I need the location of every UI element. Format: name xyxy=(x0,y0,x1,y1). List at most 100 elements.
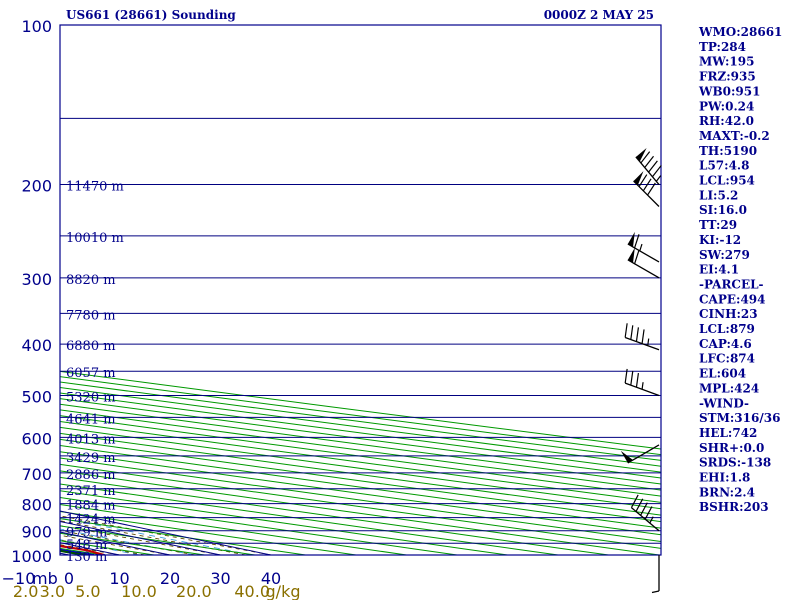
stability-index: MAXT:-0.2 xyxy=(699,129,770,143)
chart-title: US661 (28661) Sounding xyxy=(66,8,236,22)
stability-index: L57:4.8 xyxy=(699,159,749,173)
stability-index: LCL:879 xyxy=(699,322,755,336)
temperature-tick-label: 30 xyxy=(210,569,230,588)
height-label: 4013 m xyxy=(66,432,116,447)
mixing-ratio-label: 40.0 xyxy=(234,582,270,600)
pressure-tick-label: 800 xyxy=(21,496,52,515)
dry-adiabat-line xyxy=(60,511,360,555)
isotherm-line xyxy=(0,13,22,566)
valid-time: 0000Z 2 MAY 25 xyxy=(544,8,654,22)
barb-full xyxy=(638,174,648,187)
dry-adiabat-line xyxy=(60,386,661,467)
barb-full xyxy=(644,506,653,520)
temperature-tick-label: 10 xyxy=(109,569,129,588)
barb-full xyxy=(635,327,640,342)
height-label: 7780 m xyxy=(66,308,116,323)
barb-half xyxy=(655,175,662,182)
wind-barb xyxy=(624,368,660,397)
dry-adiabat-line xyxy=(60,398,661,479)
stability-index: RH:42.0 xyxy=(699,114,754,128)
barb-full xyxy=(651,165,662,178)
stability-index: TP:284 xyxy=(699,40,746,54)
dry-adiabat-line xyxy=(60,483,562,555)
mixing-ratio-label: 5.0 xyxy=(75,582,100,600)
height-label: 3429 m xyxy=(66,451,116,466)
mixing-ratio-label: 3.0 xyxy=(40,582,65,600)
temperature-tick-label: −10 xyxy=(2,569,36,588)
pressure-axis-label: mb xyxy=(32,569,58,588)
dry-adiabat-line xyxy=(60,409,661,491)
stability-index: HEL:742 xyxy=(699,426,757,440)
pressure-tick-label: 900 xyxy=(21,523,52,542)
stability-index: MPL:424 xyxy=(699,381,759,395)
pressure-tick-label: 700 xyxy=(21,465,52,484)
height-label: 11470 m xyxy=(66,180,124,195)
barb-full xyxy=(635,498,644,512)
temperature-tick-label: 0 xyxy=(64,569,74,588)
dry-adiabat-line xyxy=(60,532,208,555)
dry-adiabat-line xyxy=(60,470,661,555)
height-label: 5320 m xyxy=(66,390,116,405)
stability-index: EL:604 xyxy=(699,367,746,381)
stability-index: SI:16.0 xyxy=(699,203,747,217)
dry-adiabat-line xyxy=(60,490,512,555)
dry-adiabat-line xyxy=(60,432,661,516)
stability-index: KI:-12 xyxy=(699,233,741,247)
height-label: 979 m xyxy=(66,526,107,541)
barb-pennant xyxy=(635,147,647,162)
height-label: 2886 m xyxy=(66,468,116,483)
stability-index: SHR+:0.0 xyxy=(699,441,764,455)
stability-index: BSHR:203 xyxy=(699,500,769,514)
dry-adiabat-line xyxy=(60,420,661,503)
dry-adiabat-line xyxy=(60,445,661,529)
wind-barb xyxy=(630,494,660,532)
stability-index: STM:316/36 xyxy=(699,411,780,425)
dry-adiabat-line xyxy=(60,370,661,450)
temperature-tick-label: 40 xyxy=(261,569,281,588)
barb-pennant xyxy=(627,247,635,263)
pressure-tick-label: 600 xyxy=(21,429,52,448)
wind-barb xyxy=(651,555,660,594)
mixing-ratio-label: 20.0 xyxy=(176,582,212,600)
dry-adiabat-line xyxy=(60,476,613,555)
height-label: 6057 m xyxy=(66,366,116,381)
dry-adiabat-line xyxy=(60,381,661,461)
barb-full xyxy=(630,370,634,386)
stability-index: BRN:2.4 xyxy=(699,485,755,499)
stability-index: EHI:1.8 xyxy=(699,471,750,485)
barb-full xyxy=(624,368,628,384)
dry-adiabat-line xyxy=(60,503,411,555)
wind-barb xyxy=(627,231,660,263)
stability-index: LCL:954 xyxy=(699,174,755,188)
dry-adiabat-line xyxy=(60,457,661,543)
stability-index: CAP:4.6 xyxy=(699,337,752,351)
height-label: 1884 m xyxy=(66,499,116,514)
height-label: 1424 m xyxy=(66,513,116,528)
height-label: 548 m xyxy=(66,538,107,553)
barb-full xyxy=(634,249,640,264)
mixing-ratio-label: 10.0 xyxy=(121,582,157,600)
barb-full xyxy=(630,494,639,508)
temperature-tick-label: 20 xyxy=(160,569,180,588)
barb-full xyxy=(648,160,658,173)
stability-index: -WIND- xyxy=(699,396,749,410)
dry-adiabat-line xyxy=(60,403,661,485)
dry-adiabat-line xyxy=(60,525,259,555)
barb-half xyxy=(647,338,650,346)
dry-adiabat-line xyxy=(60,376,661,456)
stability-index: FRZ:935 xyxy=(699,70,756,84)
stability-index: LFC:874 xyxy=(699,352,755,366)
barb-full xyxy=(644,155,654,168)
stability-index: SW:279 xyxy=(699,248,750,262)
pressure-tick-label: 200 xyxy=(21,177,52,196)
stability-index: SRDS:-138 xyxy=(699,456,771,470)
stability-index: WMO:28661 xyxy=(698,25,782,39)
stability-index: PW:0.24 xyxy=(699,99,754,113)
barb-staff xyxy=(627,259,660,279)
wind-barbs xyxy=(620,147,662,594)
barb-staff xyxy=(633,180,660,207)
barb-pennant xyxy=(620,450,634,463)
barb-full xyxy=(642,178,652,192)
pressure-tick-label: 1000 xyxy=(11,547,52,566)
mixing-ratio-label: 2.0 xyxy=(13,582,38,600)
